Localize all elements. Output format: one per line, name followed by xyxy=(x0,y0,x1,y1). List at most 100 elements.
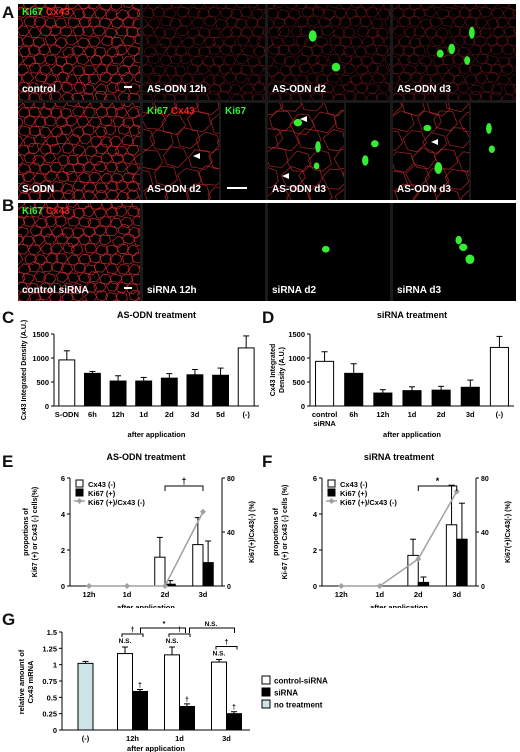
cell-membrane xyxy=(323,8,336,21)
cell-membrane xyxy=(364,43,378,55)
micrograph-as-odn-12h: AS-ODN 12h xyxy=(143,4,265,100)
panel-b-micrographs: Ki67 Cx43 control siRNA siRNA 12h siRNA … xyxy=(18,203,516,301)
cell-membrane xyxy=(105,9,118,21)
cell-membrane xyxy=(290,25,303,38)
cell-membrane xyxy=(295,4,308,10)
ki67-positive-nucleus xyxy=(469,26,475,39)
cell-membrane xyxy=(122,172,135,184)
right-y-tick-label: 80 xyxy=(481,476,489,483)
cell-membrane xyxy=(143,170,154,192)
cell-membrane xyxy=(70,244,84,256)
cell-membrane xyxy=(126,45,140,57)
cell-membrane xyxy=(28,189,42,200)
cell-membrane xyxy=(296,15,309,27)
x-tick-label: 3d xyxy=(222,734,231,743)
scale-bar xyxy=(227,187,247,189)
cell-membrane xyxy=(490,7,504,19)
cell-membrane xyxy=(186,63,199,75)
cell-membrane xyxy=(377,8,390,20)
cell-membrane xyxy=(398,15,411,28)
cell-membrane xyxy=(223,36,237,48)
cell-membrane xyxy=(192,73,205,85)
tile-label: control siRNA xyxy=(22,285,89,296)
cell-membrane xyxy=(126,189,139,200)
cell-membrane xyxy=(169,53,183,65)
cell-membrane xyxy=(133,53,140,64)
line-series xyxy=(89,511,204,587)
y-tick-label: 6 xyxy=(313,474,317,483)
cell-membrane xyxy=(70,282,84,295)
bar xyxy=(212,374,230,407)
cell-membrane xyxy=(95,143,109,155)
cell-membrane xyxy=(501,43,515,55)
cell-membrane xyxy=(187,45,201,57)
bar xyxy=(373,392,393,407)
legend-swatch xyxy=(261,675,271,685)
tile-label: S-ODN xyxy=(22,184,55,195)
y-tick-label: 1 xyxy=(53,661,57,670)
cell-membrane xyxy=(469,84,483,96)
cell-membrane xyxy=(21,235,35,247)
panel-letter-a: A xyxy=(2,3,15,22)
cell-membrane xyxy=(18,243,30,255)
cell-membrane xyxy=(128,125,140,137)
cell-membrane xyxy=(176,127,201,149)
cell-membrane xyxy=(49,24,62,37)
x-tick-label: (-) xyxy=(242,410,250,419)
chart-title: AS-ODN treatment xyxy=(117,310,196,320)
cell-membrane xyxy=(423,92,437,100)
cell-membrane xyxy=(105,263,119,275)
cell-membrane xyxy=(394,183,419,200)
cell-membrane xyxy=(143,46,157,58)
cell-membrane xyxy=(376,64,389,77)
cell-membrane xyxy=(498,4,511,9)
cell-membrane xyxy=(143,18,149,30)
cell-membrane xyxy=(411,147,437,170)
cell-membrane xyxy=(208,83,222,96)
cell-membrane xyxy=(177,168,202,190)
cell-membrane xyxy=(402,45,415,57)
cell-membrane xyxy=(59,25,73,37)
micrograph-as-odn-d2-ki67: Ki67 xyxy=(221,103,265,200)
x-tick-label: 12h xyxy=(112,410,125,419)
cell-membrane xyxy=(125,26,139,38)
cell-membrane xyxy=(29,225,43,237)
x-axis-label: after application xyxy=(370,603,428,608)
micrograph-sirna-12h: siRNA 12h xyxy=(143,203,265,301)
cell-membrane xyxy=(138,265,140,272)
cell-membrane xyxy=(112,299,121,301)
bar xyxy=(154,556,166,587)
cell-membrane xyxy=(407,53,420,65)
cell-membrane xyxy=(466,169,469,178)
bar xyxy=(83,372,101,407)
cell-membrane xyxy=(326,73,340,84)
cell-membrane xyxy=(393,18,399,30)
y-tick-label: 0.5 xyxy=(47,693,57,702)
cell-membrane xyxy=(95,245,109,256)
cell-membrane xyxy=(115,281,129,294)
cell-membrane xyxy=(312,83,326,95)
cell-membrane xyxy=(18,163,31,175)
cell-membrane xyxy=(365,82,379,95)
cell-membrane xyxy=(251,93,264,100)
legend-swatch xyxy=(261,687,271,697)
x-tick-label: (-) xyxy=(496,410,504,419)
micrograph-s-odn: S-ODN xyxy=(18,103,140,200)
cell-membrane xyxy=(62,189,76,200)
cell-membrane xyxy=(278,81,292,93)
cell-membrane xyxy=(40,91,53,100)
legend-label: siRNA xyxy=(274,689,298,698)
cell-membrane xyxy=(33,16,47,28)
cell-membrane xyxy=(277,25,290,37)
cell-membrane xyxy=(87,73,101,85)
legend-label: Ki67 (+) xyxy=(88,489,116,498)
cell-membrane xyxy=(263,66,265,72)
cell-membrane xyxy=(354,92,367,100)
cell-membrane xyxy=(137,227,140,236)
cell-membrane xyxy=(186,110,212,132)
cell-membrane xyxy=(28,92,41,100)
cell-membrane xyxy=(452,74,466,86)
cell-membrane xyxy=(210,114,219,134)
cell-membrane xyxy=(315,36,329,48)
